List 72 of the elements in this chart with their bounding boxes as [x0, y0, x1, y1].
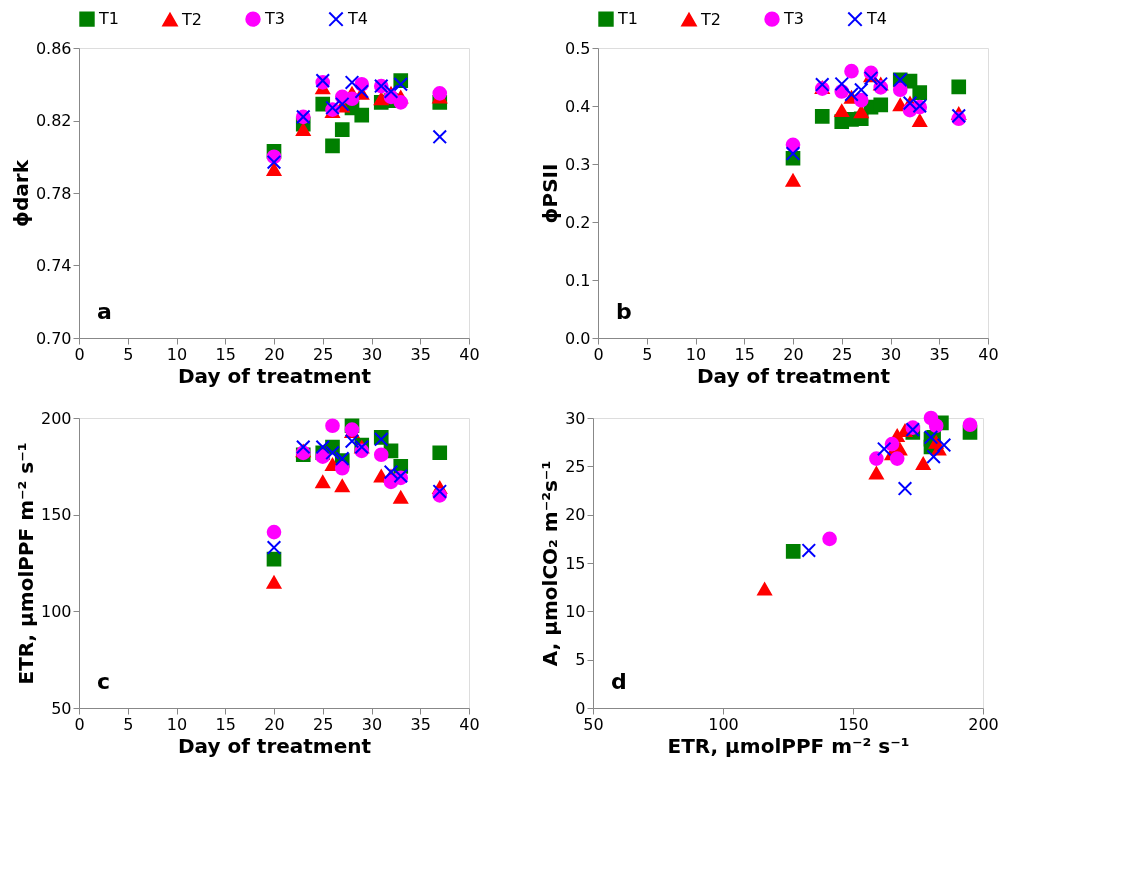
y-tick-label: 20 — [565, 505, 586, 525]
x-axis-title: Day of treatment — [177, 363, 372, 388]
x-tick-label: 10 — [166, 344, 188, 364]
legend-label: T3 — [264, 9, 285, 29]
x-tick-label: 25 — [313, 714, 334, 734]
x-tick-label: 25 — [313, 344, 334, 364]
annotation: d — [611, 669, 627, 694]
y-tick-label: 10 — [565, 601, 586, 621]
y-tick-label: 0.74 — [35, 256, 72, 275]
y-tick-label: 0.3 — [565, 154, 591, 174]
legend-label: T1 — [98, 9, 119, 29]
x-tick-label: 5 — [123, 344, 134, 364]
y-tick-label: 50 — [51, 698, 72, 718]
x-tick-label: 10 — [166, 714, 188, 734]
x-tick-label: 5 — [642, 344, 653, 364]
x-tick-label: 10 — [685, 344, 707, 364]
x-tick-label: 40 — [459, 714, 480, 734]
x-tick-label: 35 — [929, 344, 950, 364]
x-tick-label: 20 — [264, 714, 285, 734]
y-tick-label: 0.86 — [35, 38, 72, 58]
legend-label: T2 — [181, 9, 202, 29]
x-tick-label: 0 — [74, 714, 85, 734]
y-axis-title: ETR, μmolPPF m⁻² s⁻¹ — [13, 442, 38, 685]
annotation: a — [97, 299, 112, 324]
x-tick-label: 30 — [361, 714, 383, 734]
legend-label: T4 — [347, 9, 368, 29]
y-tick-label: 0.2 — [565, 212, 591, 232]
y-tick-label: 100 — [40, 601, 72, 621]
y-tick-label: 0.70 — [35, 328, 72, 348]
x-tick-label: 20 — [264, 344, 285, 364]
legend-label: T4 — [866, 9, 887, 29]
y-axis-title: A, μmolCO₂ m⁻²s⁻¹ — [538, 460, 563, 667]
x-axis-title: Day of treatment — [696, 363, 891, 388]
x-tick-label: 5 — [123, 714, 134, 734]
y-tick-label: 0 — [575, 698, 586, 718]
x-tick-label: 25 — [832, 344, 853, 364]
x-tick-label: 15 — [734, 344, 755, 364]
y-tick-label: 200 — [40, 408, 72, 428]
y-tick-label: 0.0 — [565, 328, 591, 348]
x-tick-label: 35 — [410, 714, 431, 734]
y-axis-title: ϕPSII — [538, 163, 563, 224]
y-tick-label: 15 — [565, 553, 586, 573]
y-tick-label: 0.4 — [565, 96, 591, 116]
y-tick-label: 0.1 — [565, 270, 591, 290]
x-tick-label: 40 — [459, 344, 480, 364]
x-tick-label: 20 — [783, 344, 804, 364]
x-tick-label: 0 — [593, 344, 604, 364]
x-tick-label: 200 — [968, 714, 999, 734]
x-tick-label: 15 — [215, 344, 236, 364]
x-tick-label: 30 — [361, 344, 383, 364]
x-tick-label: 35 — [410, 344, 431, 364]
y-tick-label: 0.78 — [35, 183, 72, 203]
x-tick-label: 15 — [215, 714, 236, 734]
x-tick-label: 0 — [74, 344, 85, 364]
y-axis-title: ϕdark — [8, 159, 33, 227]
x-tick-label: 30 — [880, 344, 902, 364]
y-tick-label: 0.5 — [565, 38, 591, 58]
y-tick-label: 30 — [565, 408, 586, 428]
legend-label: T2 — [700, 9, 721, 29]
y-tick-label: 0.82 — [35, 111, 72, 130]
annotation: b — [616, 299, 632, 324]
x-tick-label: 150 — [838, 714, 869, 734]
x-axis-title: Day of treatment — [177, 733, 372, 758]
x-axis-title: ETR, μmolPPF m⁻² s⁻¹ — [667, 733, 910, 758]
legend-label: T3 — [783, 9, 804, 29]
x-tick-label: 40 — [978, 344, 999, 364]
y-tick-label: 5 — [575, 650, 586, 670]
y-tick-label: 25 — [565, 456, 586, 476]
y-tick-label: 150 — [40, 505, 72, 525]
x-tick-label: 100 — [708, 714, 739, 734]
legend-label: T1 — [617, 9, 638, 29]
annotation: c — [97, 669, 111, 694]
